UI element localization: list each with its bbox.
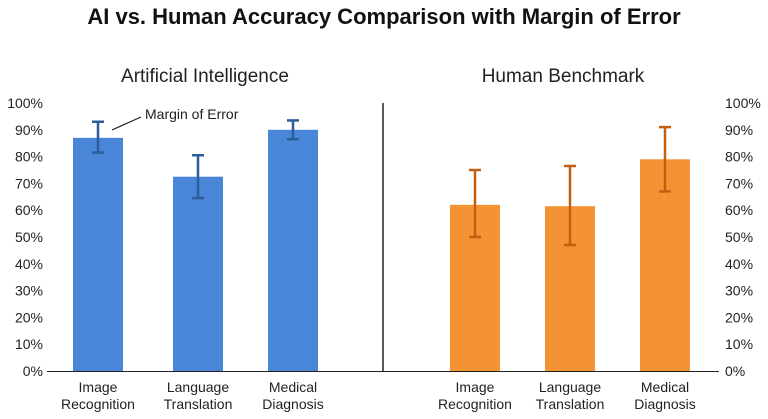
y-tick-label-left: 50% — [15, 229, 43, 245]
category-label: Image Recognition — [61, 379, 135, 412]
annotation-margin-of-error: Margin of Error — [145, 106, 239, 122]
y-tick-label-left: 10% — [15, 336, 43, 352]
panel-title-ai: Artificial Intelligence — [121, 66, 289, 87]
bar-ai-2 — [268, 129, 318, 371]
y-tick-label-right: 30% — [725, 283, 753, 299]
left-y-axis: 0% 10% 20% 30% 40% 50% 60% 70% 80% 90% 100% — [7, 95, 43, 379]
y-tick-label-left: 70% — [15, 175, 43, 191]
chart-title: AI vs. Human Accuracy Comparison with Ma… — [87, 4, 681, 29]
y-tick-label-left: 90% — [15, 122, 43, 138]
category-label: Medical Diagnosis — [262, 379, 323, 412]
y-tick-label-right: 50% — [725, 229, 753, 245]
y-tick-label-left: 80% — [15, 149, 43, 165]
error-bars — [92, 119, 671, 247]
bar-human-2 — [640, 159, 690, 371]
annotation-leader — [111, 116, 142, 131]
y-tick-label-left: 30% — [15, 283, 43, 299]
right-y-axis: 0% 10% 20% 30% 40% 50% 60% 70% 80% 90% 100% — [725, 95, 761, 379]
category-labels: Image Recognition Language Translation Medic… — [61, 379, 696, 412]
y-tick-label-right: 10% — [725, 336, 753, 352]
category-label: Language Translation — [164, 379, 233, 412]
bar-ai-0 — [73, 137, 123, 371]
y-tick-label-right: 90% — [725, 122, 753, 138]
y-tick-label-right: 0% — [725, 363, 745, 379]
y-tick-label-left: 100% — [7, 95, 43, 111]
y-tick-label-right: 20% — [725, 309, 753, 325]
category-label: Language Translation — [536, 379, 605, 412]
category-label: Image Recognition — [438, 379, 512, 412]
bar-ai-1 — [173, 176, 223, 371]
panel-title-human: Human Benchmark — [482, 66, 645, 87]
y-tick-label-right: 40% — [725, 256, 753, 272]
y-tick-label-right: 100% — [725, 95, 761, 111]
y-tick-label-left: 0% — [23, 363, 43, 379]
bars — [73, 129, 690, 371]
y-tick-label-left: 60% — [15, 202, 43, 218]
y-tick-label-left: 20% — [15, 309, 43, 325]
category-label: Medical Diagnosis — [634, 379, 695, 412]
y-tick-label-left: 40% — [15, 256, 43, 272]
y-tick-label-right: 70% — [725, 175, 753, 191]
y-tick-label-right: 80% — [725, 149, 753, 165]
y-tick-label-right: 60% — [725, 202, 753, 218]
